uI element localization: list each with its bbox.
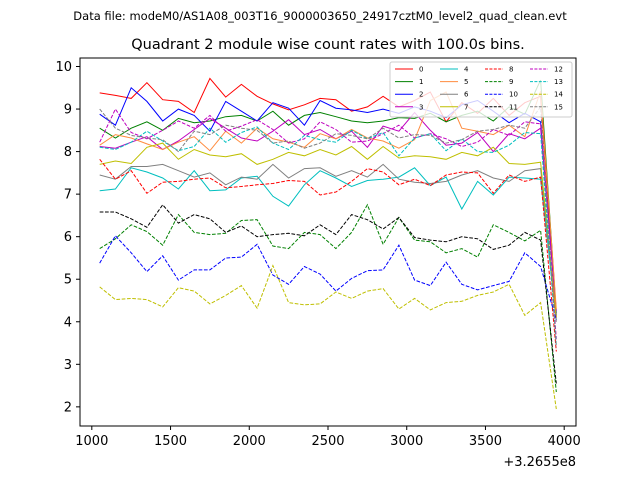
series-line-10 xyxy=(99,234,557,320)
y-tick-label: 6 xyxy=(64,230,72,245)
series-line-15 xyxy=(99,105,557,348)
y-tick-label: 8 xyxy=(64,145,72,160)
legend-label-12: 12 xyxy=(554,66,563,74)
series-line-5 xyxy=(99,91,557,310)
chart-title: Quadrant 2 module wise count rates with … xyxy=(131,37,525,53)
legend-label-0: 0 xyxy=(419,66,423,74)
legend-label-1: 1 xyxy=(419,78,423,86)
series-line-14 xyxy=(99,264,557,410)
series-line-3 xyxy=(99,111,557,312)
series-line-6 xyxy=(99,163,557,322)
y-tick-label: 4 xyxy=(64,315,72,330)
legend-label-9: 9 xyxy=(509,78,513,86)
series-line-2 xyxy=(99,86,557,316)
legend-label-5: 5 xyxy=(464,78,468,86)
data-file-suptitle: Data file: modeM0/AS1A08_003T16_90000036… xyxy=(73,9,567,23)
legend-label-6: 6 xyxy=(464,91,469,99)
series-line-4 xyxy=(99,167,557,320)
legend-label-10: 10 xyxy=(509,91,518,99)
x-tick-label: 1000 xyxy=(75,434,108,449)
legend-label-11: 11 xyxy=(509,103,518,111)
legend-label-8: 8 xyxy=(509,66,513,74)
x-offset-label: +3.2655e8 xyxy=(503,455,576,470)
x-tick-label: 2000 xyxy=(233,434,266,449)
x-tick-label: 1500 xyxy=(154,434,187,449)
plot-lines xyxy=(99,77,557,410)
series-line-12 xyxy=(99,108,557,339)
x-tick-label: 3500 xyxy=(469,434,502,449)
series-line-7 xyxy=(99,142,557,318)
x-tick-label: 4000 xyxy=(548,434,581,449)
x-tick-label: 2500 xyxy=(311,434,344,449)
x-axis: 1000 1500 2000 2500 3000 3500 4000 xyxy=(75,426,581,449)
legend-box xyxy=(389,61,573,118)
series-line-13 xyxy=(99,126,557,346)
series-line-11 xyxy=(99,203,557,384)
y-tick-label: 3 xyxy=(64,358,72,373)
series-line-8 xyxy=(99,158,557,352)
legend-label-7: 7 xyxy=(464,103,468,111)
legend-label-4: 4 xyxy=(464,66,469,74)
y-tick-label: 2 xyxy=(64,400,72,415)
y-tick-label: 9 xyxy=(64,103,72,118)
legend-label-3: 3 xyxy=(419,103,423,111)
legend-label-2: 2 xyxy=(419,91,423,99)
x-tick-label: 3000 xyxy=(390,434,423,449)
legend-label-14: 14 xyxy=(554,91,563,99)
legend-label-13: 13 xyxy=(554,78,563,86)
y-tick-label: 5 xyxy=(64,273,72,288)
y-tick-label: 10 xyxy=(55,60,72,75)
y-tick-label: 7 xyxy=(64,188,72,203)
y-axis: 2 3 4 5 6 7 8 9 10 xyxy=(55,60,80,415)
legend-label-15: 15 xyxy=(554,103,563,111)
